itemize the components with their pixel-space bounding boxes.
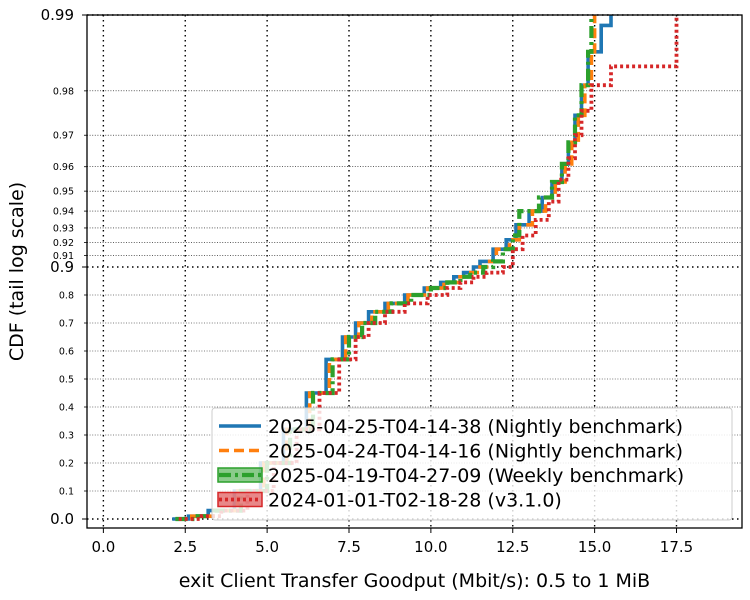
legend: 2025-04-25-T04-14-38 (Nightly benchmark)… [211,407,733,521]
y-minor-tick-label: 0.8 [59,291,74,302]
x-tick-label: 0.0 [91,538,115,556]
y-minor-tick-label: 0.6 [59,347,74,358]
x-tick-label: 2.5 [173,538,197,556]
legend-entry-label: 2025-04-25-T04-14-38 (Nightly benchmark) [268,416,683,438]
axis-ticks: 0.0 2.5 5.0 7.5 10.0 12.5 15.0 17.5 0.0 0.9 0.99 0.… [41,6,694,556]
y-minor-tick-label: 0.98 [53,86,74,97]
y-minor-tick-label: 0.2 [59,459,74,470]
x-tick-label: 15.0 [578,538,611,556]
legend-swatch-band [217,467,263,483]
plot-frame [86,14,743,529]
x-tick-label: 10.0 [414,538,447,556]
y-axis-label: CDF (tail log scale) [6,182,28,361]
y-minor-tick-label: 0.4 [59,403,74,414]
y-minor-tick-label: 0.96 [53,162,74,173]
legend-entry-label: 2025-04-19-T04-27-09 (Weekly benchmark) [268,465,684,487]
y-minor-tick-label: 0.95 [53,187,74,198]
y-major-tick-label: 0.0 [50,510,74,528]
y-minor-tick-label: 0.93 [53,223,74,234]
y-major-tick-label: 0.9 [50,258,74,276]
x-tick-label: 7.5 [337,538,361,556]
y-minor-tick-label: 0.94 [53,207,74,218]
x-tick-label: 17.5 [660,538,693,556]
y-minor-tick-label: 0.97 [53,131,74,142]
y-minor-tick-label: 0.91 [53,251,74,262]
y-major-tick-label: 0.99 [41,6,74,24]
legend-entry-label: 2025-04-24-T04-14-16 (Nightly benchmark) [268,441,683,463]
x-tick-label: 12.5 [496,538,529,556]
x-axis-label: exit Client Transfer Goodput (Mbit/s): 0… [179,570,650,592]
y-minor-tick-label: 0.1 [59,487,74,498]
y-minor-tick-label: 0.92 [53,238,74,249]
legend-box [211,407,733,521]
series-line-4 [178,15,679,521]
y-minor-tick-label: 0.7 [59,319,74,330]
y-minor-tick-label: 0.5 [59,375,74,386]
x-tick-label: 5.0 [255,538,279,556]
y-minor-tick-label: 0.3 [59,431,74,442]
legend-entry-label: 2024-01-01-T02-18-28 (v3.1.0) [268,490,562,512]
